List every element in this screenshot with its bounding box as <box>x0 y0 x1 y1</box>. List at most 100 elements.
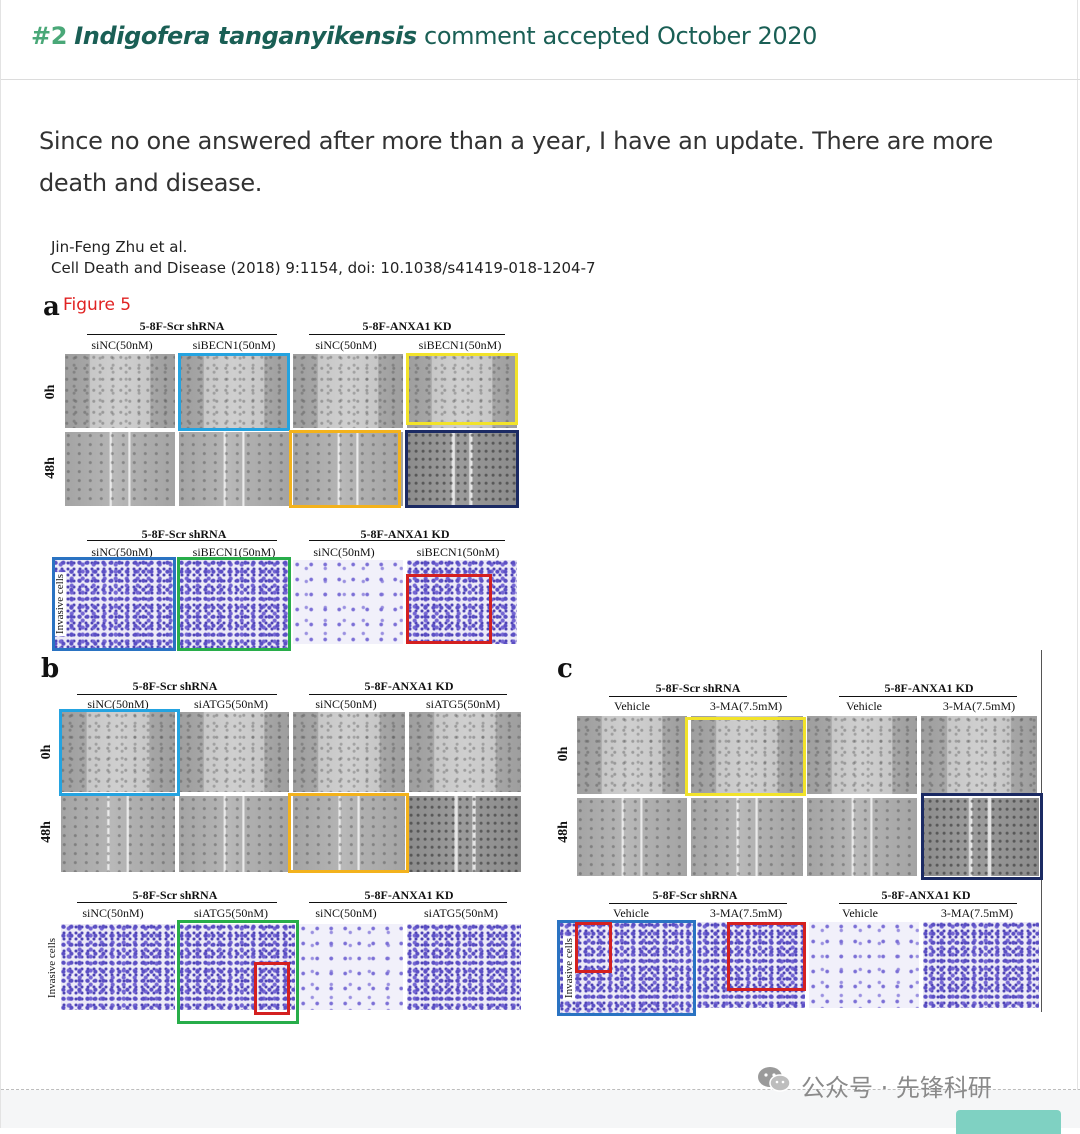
condition-label: 3-MA(7.5mM) <box>942 699 1016 713</box>
invasion-tile <box>923 922 1039 1008</box>
micrograph-tile <box>407 354 517 428</box>
panel-a-letter: a <box>43 292 60 322</box>
group-label: 5-8F-ANXA1 KD <box>364 888 454 902</box>
micrograph-tile <box>293 354 403 428</box>
micrograph-tile <box>179 354 289 428</box>
comment-number[interactable]: #2 <box>31 22 68 50</box>
condition-label: siBECN1(50nM) <box>418 338 502 352</box>
group-label: 5-8F-Scr shRNA <box>139 319 225 333</box>
micrograph-tile <box>179 712 289 792</box>
group-line <box>309 694 507 695</box>
watermark-text: 公众号 · 先锋科研 <box>801 1074 992 1102</box>
condition-label: Vehicle <box>613 906 649 920</box>
group-label: 5-8F-Scr shRNA <box>132 888 218 902</box>
condition-label: Vehicle <box>842 906 878 920</box>
micrograph-tile <box>409 796 521 872</box>
condition-label: 3-MA(7.5mM) <box>709 906 783 920</box>
micrograph-tile <box>293 712 405 792</box>
wechat-icon <box>758 1067 791 1092</box>
group-label: 5-8F-ANXA1 KD <box>884 681 974 695</box>
footer-action-button[interactable] <box>956 1110 1061 1134</box>
highlight-box <box>405 430 519 508</box>
group-label: 5-8F-ANXA1 KD <box>360 527 450 541</box>
micrograph-tile <box>61 712 175 792</box>
row-label: 48h <box>39 821 54 843</box>
invasion-tile <box>559 922 695 1014</box>
invasion-tile <box>697 922 805 1008</box>
micrograph-tile <box>577 716 687 794</box>
comment-header: #2 Indigofera tanganyikensis comment acc… <box>1 0 1080 80</box>
condition-label: siNC(50nM) <box>82 906 144 920</box>
citation-reference: Cell Death and Disease (2018) 9:1154, do… <box>51 259 596 277</box>
comment-body: Since no one answered after more than a … <box>39 127 993 197</box>
micrograph-tile <box>409 712 521 792</box>
footer-divider <box>1 1089 1080 1090</box>
row-label: 48h <box>43 457 58 479</box>
species-name[interactable]: Indigofera tanganyikensis <box>74 22 417 50</box>
invasion-tile <box>407 924 521 1010</box>
invasion-tile <box>179 924 295 1010</box>
highlight-box <box>685 717 806 796</box>
micrograph-tile <box>577 798 687 876</box>
micrograph-tile <box>293 432 403 506</box>
group-line <box>77 694 277 695</box>
invasion-tile <box>61 924 175 1010</box>
micrograph-tile <box>807 798 917 876</box>
highlight-box <box>178 353 290 431</box>
invasion-tile <box>179 560 289 648</box>
micrograph-tile <box>61 796 175 872</box>
micrograph-tile <box>65 354 175 428</box>
micrograph-tile <box>921 798 1039 876</box>
highlight-box <box>177 557 291 651</box>
micrograph-tile <box>691 716 803 794</box>
micrograph-tile <box>807 716 917 794</box>
group-line <box>839 903 1017 904</box>
condition-label: siNC(50nM) <box>87 697 149 711</box>
invasion-tile <box>809 922 919 1008</box>
condition-label: siATG5(50nM) <box>424 906 498 920</box>
group-label: 5-8F-ANXA1 KD <box>362 319 452 333</box>
condition-label: siATG5(50nM) <box>194 906 268 920</box>
condition-label: 3-MA(7.5mM) <box>940 906 1014 920</box>
invasion-tile <box>293 560 403 644</box>
condition-label: Vehicle <box>614 699 650 713</box>
micrograph-tile <box>407 432 517 506</box>
citation-authors: Jin-Feng Zhu et al. <box>51 238 188 256</box>
condition-label: siBECN1(50nM) <box>192 338 276 352</box>
highlight-box <box>52 557 176 651</box>
panel-b-letter: b <box>41 654 60 684</box>
group-label: 5-8F-ANXA1 KD <box>364 679 454 693</box>
highlight-box <box>557 920 696 1016</box>
group-label: 5-8F-Scr shRNA <box>652 888 738 902</box>
highlight-box <box>289 430 401 508</box>
condition-label: siNC(50nM) <box>91 338 153 352</box>
micrograph-tile <box>691 798 803 876</box>
highlight-box <box>177 920 299 1024</box>
condition-label: siNC(50nM) <box>91 545 153 559</box>
row-label: 48h <box>556 821 571 843</box>
highlight-box <box>288 793 409 873</box>
group-label: 5-8F-Scr shRNA <box>132 679 218 693</box>
group-label: 5-8F-ANXA1 KD <box>881 888 971 902</box>
group-line <box>839 696 1017 697</box>
figure-label: Figure 5 <box>63 295 132 315</box>
group-label: 5-8F-Scr shRNA <box>141 527 227 541</box>
condition-label: siBECN1(50nM) <box>416 545 500 559</box>
condition-label: Vehicle <box>846 699 882 713</box>
group-line <box>87 540 277 541</box>
group-line <box>309 902 507 903</box>
invasion-tile <box>53 560 175 648</box>
micrograph-tile <box>293 796 405 872</box>
highlight-box <box>59 709 180 796</box>
highlight-box <box>254 962 290 1015</box>
micrograph-tile <box>179 432 289 506</box>
row-label: 0h <box>39 744 54 760</box>
row-label: Invasive cells <box>46 937 58 999</box>
group-line <box>309 334 505 335</box>
highlight-box <box>406 574 492 644</box>
micrograph-tile <box>179 796 289 872</box>
group-label: 5-8F-Scr shRNA <box>655 681 741 695</box>
row-label: 0h <box>556 746 571 762</box>
condition-label: siNC(50nM) <box>315 338 377 352</box>
